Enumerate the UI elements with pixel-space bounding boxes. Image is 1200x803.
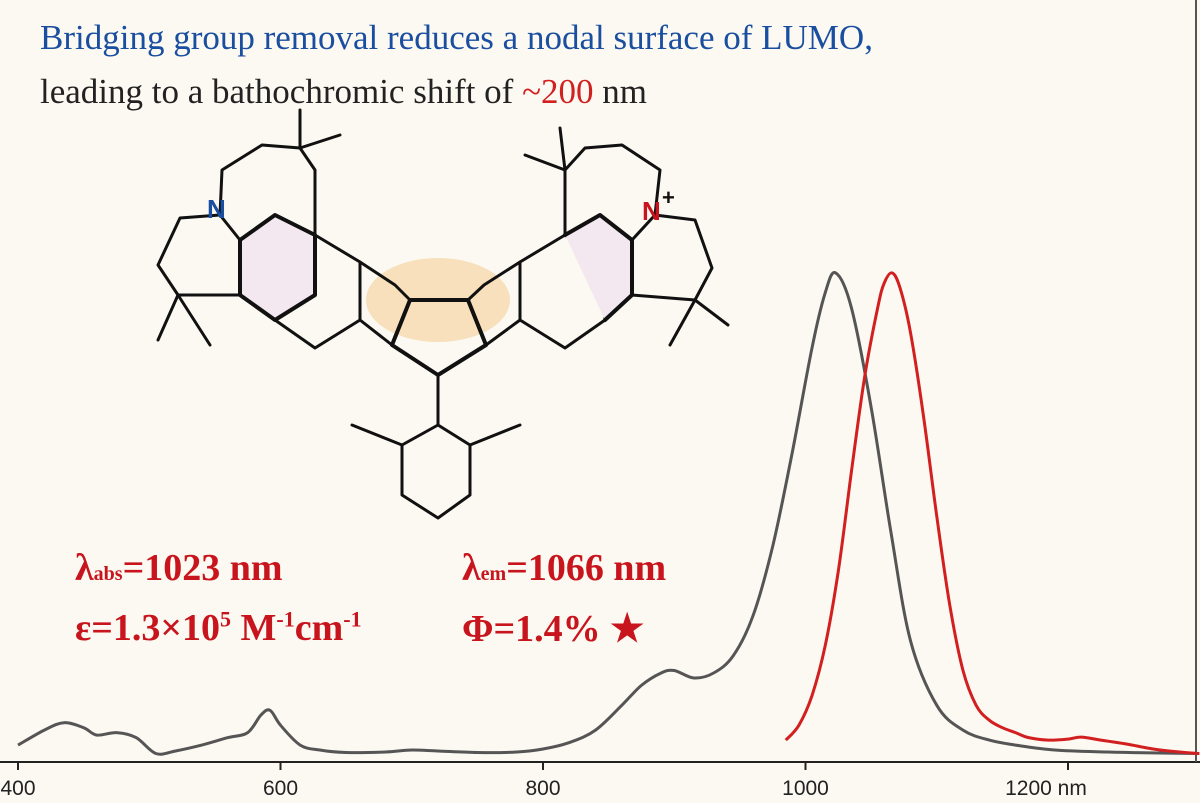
positive-charge: + — [662, 185, 675, 210]
series-layer — [17, 271, 1200, 756]
five-ring — [390, 298, 488, 377]
headline-line-1: Bridging group removal reduces a nodal s… — [40, 18, 873, 57]
x-ticks: 400 600 800 1000 1200 nm — [0, 762, 1087, 800]
right-benzo-ring — [563, 213, 634, 322]
abs-subscript: abs — [93, 563, 123, 585]
star-icon: ★ — [610, 608, 645, 650]
right-methyl-1 — [523, 153, 567, 172]
right-methyl-2 — [558, 126, 567, 172]
left-julolidine-ring-2 — [156, 213, 242, 297]
emission-series-line — [784, 271, 1200, 755]
right-julolidine-ring-2 — [630, 213, 714, 302]
em-symbol: λ — [462, 547, 481, 589]
aryl-methyl-left — [350, 423, 404, 447]
eps-unit-cm: cm — [294, 607, 344, 649]
molecule-structure — [156, 108, 730, 520]
x-tick-label: 1000 — [782, 777, 829, 800]
eps-prefix: ε=1.3×10 — [75, 607, 221, 649]
left-methyl-4 — [176, 293, 212, 347]
em-subscript: em — [480, 563, 507, 585]
absorption-series-line — [17, 271, 1200, 756]
x-tick-label: 400 — [0, 777, 35, 800]
eps-unit-m: M — [231, 607, 277, 649]
nitrogen-right: N — [642, 196, 661, 226]
left-methyl-3 — [156, 293, 180, 342]
left-benzo-ring — [238, 213, 317, 322]
eps-exponent-cm: -1 — [343, 606, 362, 632]
phi-value: Φ=1.4% — [462, 608, 601, 650]
headline-suffix: nm — [593, 72, 648, 111]
emission-max-label: λem=1066 nm — [462, 546, 666, 590]
x-tick-label: 600 — [263, 777, 298, 800]
right-methyl-4 — [668, 298, 697, 347]
eps-exponent-m: -1 — [276, 606, 295, 632]
shift-value: ~200 — [522, 72, 594, 111]
abs-symbol: λ — [75, 547, 94, 589]
aryl-ring — [400, 423, 472, 520]
aryl-methyl-right — [468, 423, 522, 447]
left-methyl-1 — [298, 133, 342, 150]
absorption-max-label: λabs=1023 nm — [75, 546, 283, 590]
nitrogen-left: N — [207, 194, 226, 224]
abs-value: =1023 nm — [122, 547, 283, 589]
eps-exponent: 5 — [220, 606, 232, 632]
headline-prefix: leading to a bathochromic shift of — [40, 72, 523, 111]
extinction-label: ε=1.3×105 M-1cm-1 — [75, 606, 362, 650]
em-value: =1066 nm — [506, 547, 667, 589]
quantum-yield-label: Φ=1.4% ★ — [462, 606, 644, 651]
x-tick-label: 1200 nm — [1005, 777, 1087, 800]
x-tick-label: 800 — [525, 777, 560, 800]
headline-line-2: leading to a bathochromic shift of ~200 … — [40, 72, 647, 112]
right-methyl-3 — [693, 298, 730, 327]
